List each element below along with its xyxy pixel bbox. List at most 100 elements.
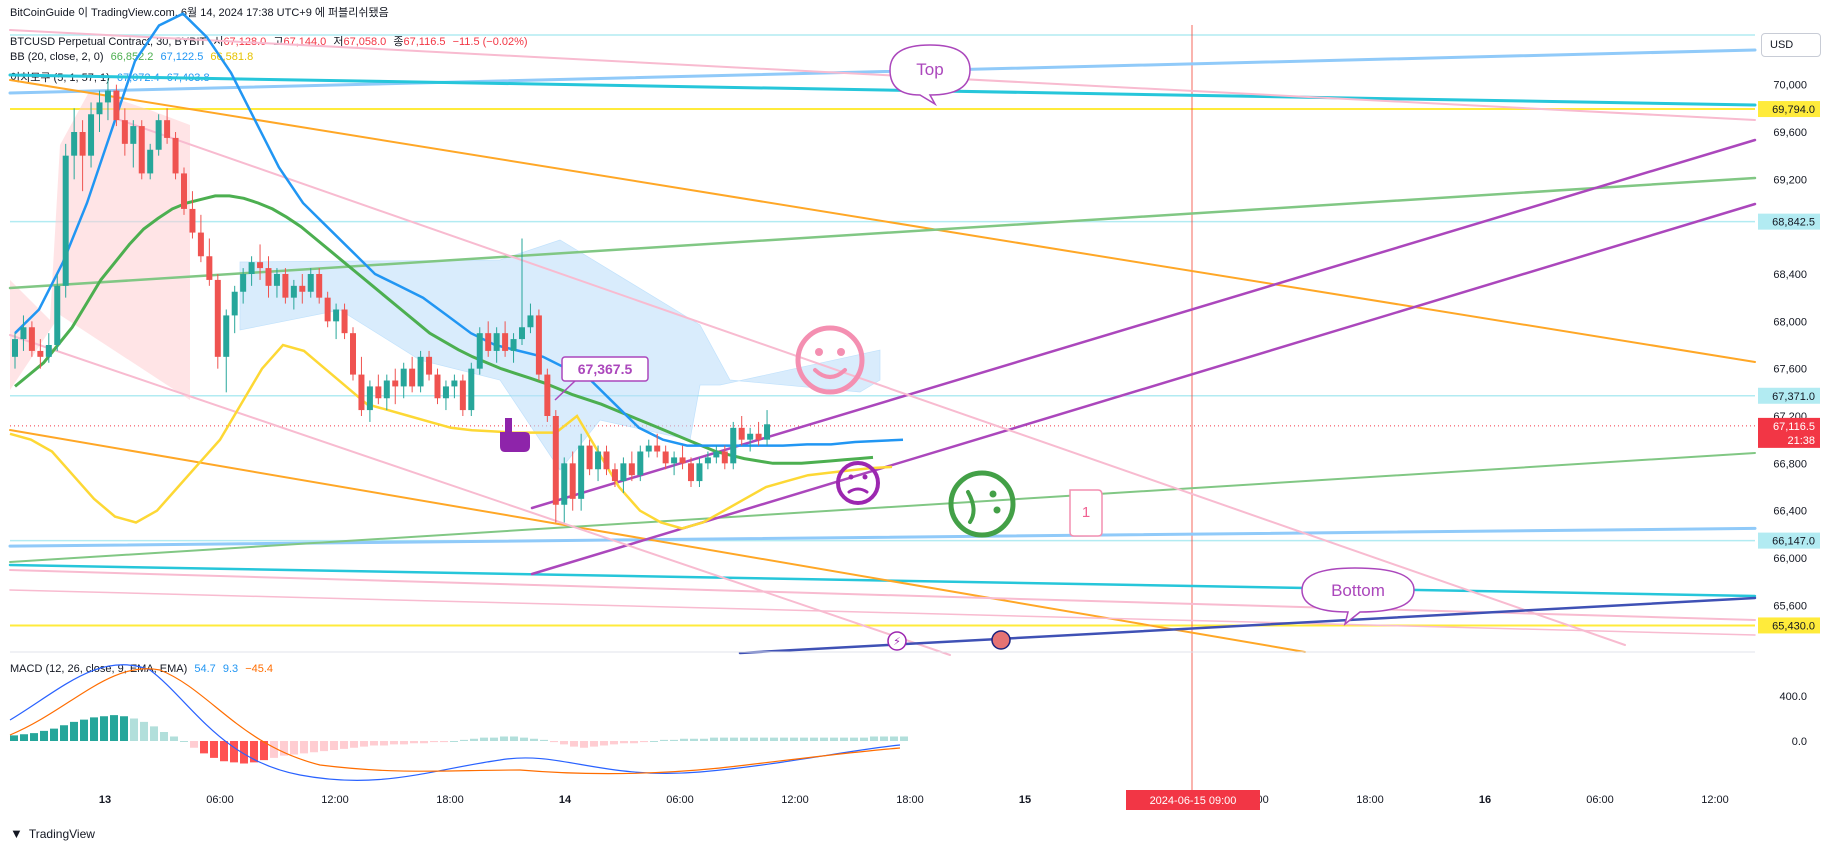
candle — [164, 108, 171, 144]
frown-emoji-icon — [836, 461, 880, 505]
trend-line — [8, 526, 1757, 548]
macd-histogram-bar — [680, 738, 688, 741]
macd-y-tick-label: 400.0 — [1779, 691, 1807, 703]
candle-body — [662, 451, 669, 464]
macd-histogram-bar — [740, 737, 748, 741]
macd-histogram-bar — [410, 741, 418, 744]
candle-body — [299, 285, 306, 292]
number-flag-box — [1069, 489, 1103, 537]
candle-body — [654, 445, 661, 452]
candle-body — [476, 333, 483, 369]
candle — [79, 120, 86, 192]
macd-histogram-bar — [50, 728, 58, 741]
candle — [662, 445, 669, 470]
macd-histogram-bar — [180, 741, 188, 742]
candle — [366, 380, 373, 422]
macd-histogram-bar — [300, 741, 308, 754]
candle — [333, 303, 340, 340]
macd-histogram-bar — [590, 741, 598, 747]
pointing-finger-shape — [500, 418, 530, 452]
candle — [552, 410, 559, 523]
macd-y-tick-label: 0.0 — [1792, 736, 1807, 748]
price-tag-box — [1758, 532, 1820, 549]
candle-body — [248, 262, 255, 274]
candle — [611, 463, 618, 487]
macd-histogram-bar — [340, 741, 348, 749]
macd-histogram-bar — [100, 716, 108, 741]
candle-body — [459, 380, 466, 411]
candle-body — [350, 333, 356, 375]
candle — [121, 108, 128, 156]
candle — [223, 309, 230, 393]
histogram-value: −45.4 — [245, 663, 274, 675]
candle-body — [409, 368, 416, 387]
x-tick-label: 13 — [99, 794, 111, 806]
candle-body — [164, 120, 171, 138]
macd-histogram-bar — [150, 726, 158, 741]
macd-histogram-bar — [360, 741, 368, 747]
macd-histogram-bar — [560, 741, 568, 745]
candle-body — [375, 386, 382, 399]
macd-histogram-bar — [570, 741, 578, 747]
candle — [637, 445, 644, 482]
candle-body — [688, 463, 694, 482]
candle-body — [392, 380, 399, 387]
candle — [696, 457, 703, 487]
confused-mouth — [966, 490, 976, 524]
legend-bb[interactable]: BB (20, close, 2, 0) 66,852.2 67,122.5 6… — [10, 51, 257, 63]
candle — [400, 362, 407, 399]
bb-name: BB (20, close, 2, 0) — [10, 51, 104, 63]
candle — [45, 333, 52, 363]
macd-histogram-bar — [780, 737, 788, 741]
price-tag-countdown: 21:38 — [1787, 435, 1815, 447]
candle — [54, 274, 61, 351]
x-tick-label: 12:00 — [781, 794, 809, 806]
macd-histogram-bar — [260, 741, 268, 761]
macd-histogram-bar — [280, 741, 288, 756]
y-tick-label: 66,800 — [1773, 458, 1807, 470]
x-tick-label: 06:00 — [206, 794, 234, 806]
price-tag: 66,147.0 — [1758, 532, 1820, 549]
symbol-name[interactable]: BTCUSD Perpetual Contract, 30, BYBIT — [10, 36, 207, 48]
candle — [645, 439, 652, 458]
y-tick-label: 67,600 — [1773, 364, 1807, 376]
macd-histogram-bar — [880, 736, 888, 741]
candle — [578, 433, 585, 511]
macd-histogram-bar — [520, 737, 528, 741]
price-callout: 67,367.5 — [554, 356, 649, 401]
price-tag-box — [1758, 101, 1820, 118]
macd-histogram-bar — [610, 741, 618, 745]
footer-brand[interactable]: ▼ TradingView — [10, 826, 95, 841]
macd-histogram-bar — [480, 737, 488, 741]
candle-body — [28, 327, 35, 351]
top-callout-label: Top — [916, 60, 943, 79]
macd-histogram-bar — [840, 737, 848, 741]
candle — [181, 167, 187, 215]
candle-body — [341, 309, 348, 334]
macd-line — [9, 664, 901, 781]
currency-button[interactable]: USD — [1761, 33, 1821, 57]
price-tag-box — [1758, 417, 1820, 448]
macd-value: 54.7 — [194, 663, 216, 675]
candle — [96, 90, 103, 132]
bottom-callout-bubble — [1301, 567, 1415, 626]
smile-emoji-icon — [795, 325, 865, 395]
macd-histogram-bar — [820, 737, 828, 741]
bb-upper-value: 67,122.5 — [160, 51, 204, 63]
frown-eye — [848, 474, 854, 480]
candle-body — [138, 126, 145, 174]
y-tick-label: 68,400 — [1773, 269, 1807, 281]
candle — [417, 350, 424, 393]
candle — [138, 120, 145, 180]
candle — [71, 108, 78, 180]
tradingview-logo-icon: ▼ — [10, 826, 23, 841]
smile-eye — [837, 348, 845, 356]
candle — [282, 268, 289, 304]
candle-body — [197, 232, 204, 257]
candle-body — [62, 155, 69, 286]
smile-mouth — [813, 368, 847, 379]
candle — [764, 410, 771, 446]
trend-line — [530, 202, 1757, 576]
low-label: 저 — [333, 36, 344, 48]
